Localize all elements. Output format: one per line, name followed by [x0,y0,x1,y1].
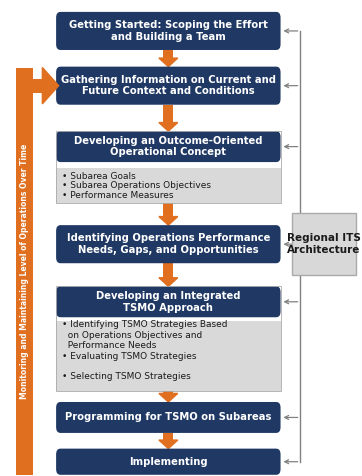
Bar [16,68,33,475]
Polygon shape [159,278,178,287]
Text: • Performance Measures: • Performance Measures [62,190,173,199]
FancyBboxPatch shape [56,131,281,162]
Text: Programming for TSMO on Subareas: Programming for TSMO on Subareas [65,412,272,423]
Text: • Evaluating TSMO Strategies: • Evaluating TSMO Strategies [62,352,196,360]
Polygon shape [42,68,59,104]
Polygon shape [159,58,178,67]
Text: Getting Started: Scoping the Effort
and Building a Team: Getting Started: Scoping the Effort and … [69,20,268,42]
FancyBboxPatch shape [56,12,281,50]
Text: Regional ITS
Architecture: Regional ITS Architecture [287,233,361,255]
Text: • Selecting TSMO Strategies: • Selecting TSMO Strategies [62,373,190,381]
Text: • Subarea Operations Objectives: • Subarea Operations Objectives [62,181,211,190]
FancyBboxPatch shape [56,225,281,263]
Bar [163,433,173,440]
Polygon shape [159,217,178,225]
Polygon shape [159,123,178,131]
Bar [292,213,355,275]
Bar [163,263,173,278]
Text: Gathering Information on Current and
Future Context and Conditions: Gathering Information on Current and Fut… [61,75,276,97]
Bar [163,105,173,123]
FancyBboxPatch shape [56,448,281,475]
Text: • Identifying TSMO Strategies Based
  on Operations Objectives and
  Performance: • Identifying TSMO Strategies Based on O… [62,320,227,350]
Text: Developing an Outcome-Oriented
Operational Concept: Developing an Outcome-Oriented Operation… [74,136,262,158]
Text: Implementing: Implementing [129,456,208,467]
Bar [163,50,173,58]
Text: Monitoring and Maintaining Level of Operations Over Time: Monitoring and Maintaining Level of Oper… [20,143,29,399]
FancyBboxPatch shape [56,67,281,105]
Bar [163,204,173,217]
Text: Developing an Integrated
TSMO Approach: Developing an Integrated TSMO Approach [96,291,241,313]
Bar [56,287,281,391]
Bar [163,391,173,393]
Bar [56,131,281,204]
Bar [56,168,281,204]
Polygon shape [159,393,178,402]
FancyBboxPatch shape [56,286,281,317]
Text: • Subarea Goals: • Subarea Goals [62,172,135,181]
Text: Identifying Operations Performance
Needs, Gaps, and Opportunities: Identifying Operations Performance Needs… [67,233,270,255]
Bar [56,321,281,391]
Bar [33,79,42,93]
FancyBboxPatch shape [56,402,281,433]
Polygon shape [159,440,178,448]
